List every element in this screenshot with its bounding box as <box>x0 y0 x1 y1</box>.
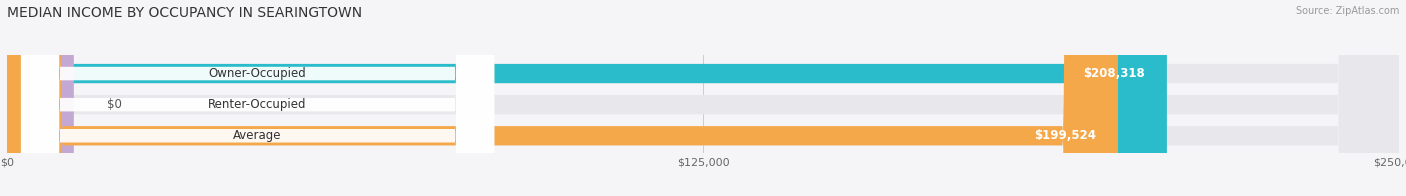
FancyBboxPatch shape <box>7 0 1167 196</box>
FancyBboxPatch shape <box>7 0 1118 196</box>
FancyBboxPatch shape <box>7 0 1399 196</box>
Text: $199,524: $199,524 <box>1033 129 1095 142</box>
Text: Average: Average <box>233 129 281 142</box>
FancyBboxPatch shape <box>7 0 1399 196</box>
FancyBboxPatch shape <box>7 0 1399 196</box>
FancyBboxPatch shape <box>7 0 75 196</box>
Text: MEDIAN INCOME BY OCCUPANCY IN SEARINGTOWN: MEDIAN INCOME BY OCCUPANCY IN SEARINGTOW… <box>7 6 363 20</box>
FancyBboxPatch shape <box>21 0 495 196</box>
Text: Source: ZipAtlas.com: Source: ZipAtlas.com <box>1295 6 1399 16</box>
Text: $0: $0 <box>107 98 122 111</box>
Text: Owner-Occupied: Owner-Occupied <box>208 67 307 80</box>
Text: $208,318: $208,318 <box>1083 67 1144 80</box>
FancyBboxPatch shape <box>21 0 495 196</box>
Text: Renter-Occupied: Renter-Occupied <box>208 98 307 111</box>
FancyBboxPatch shape <box>21 0 495 196</box>
